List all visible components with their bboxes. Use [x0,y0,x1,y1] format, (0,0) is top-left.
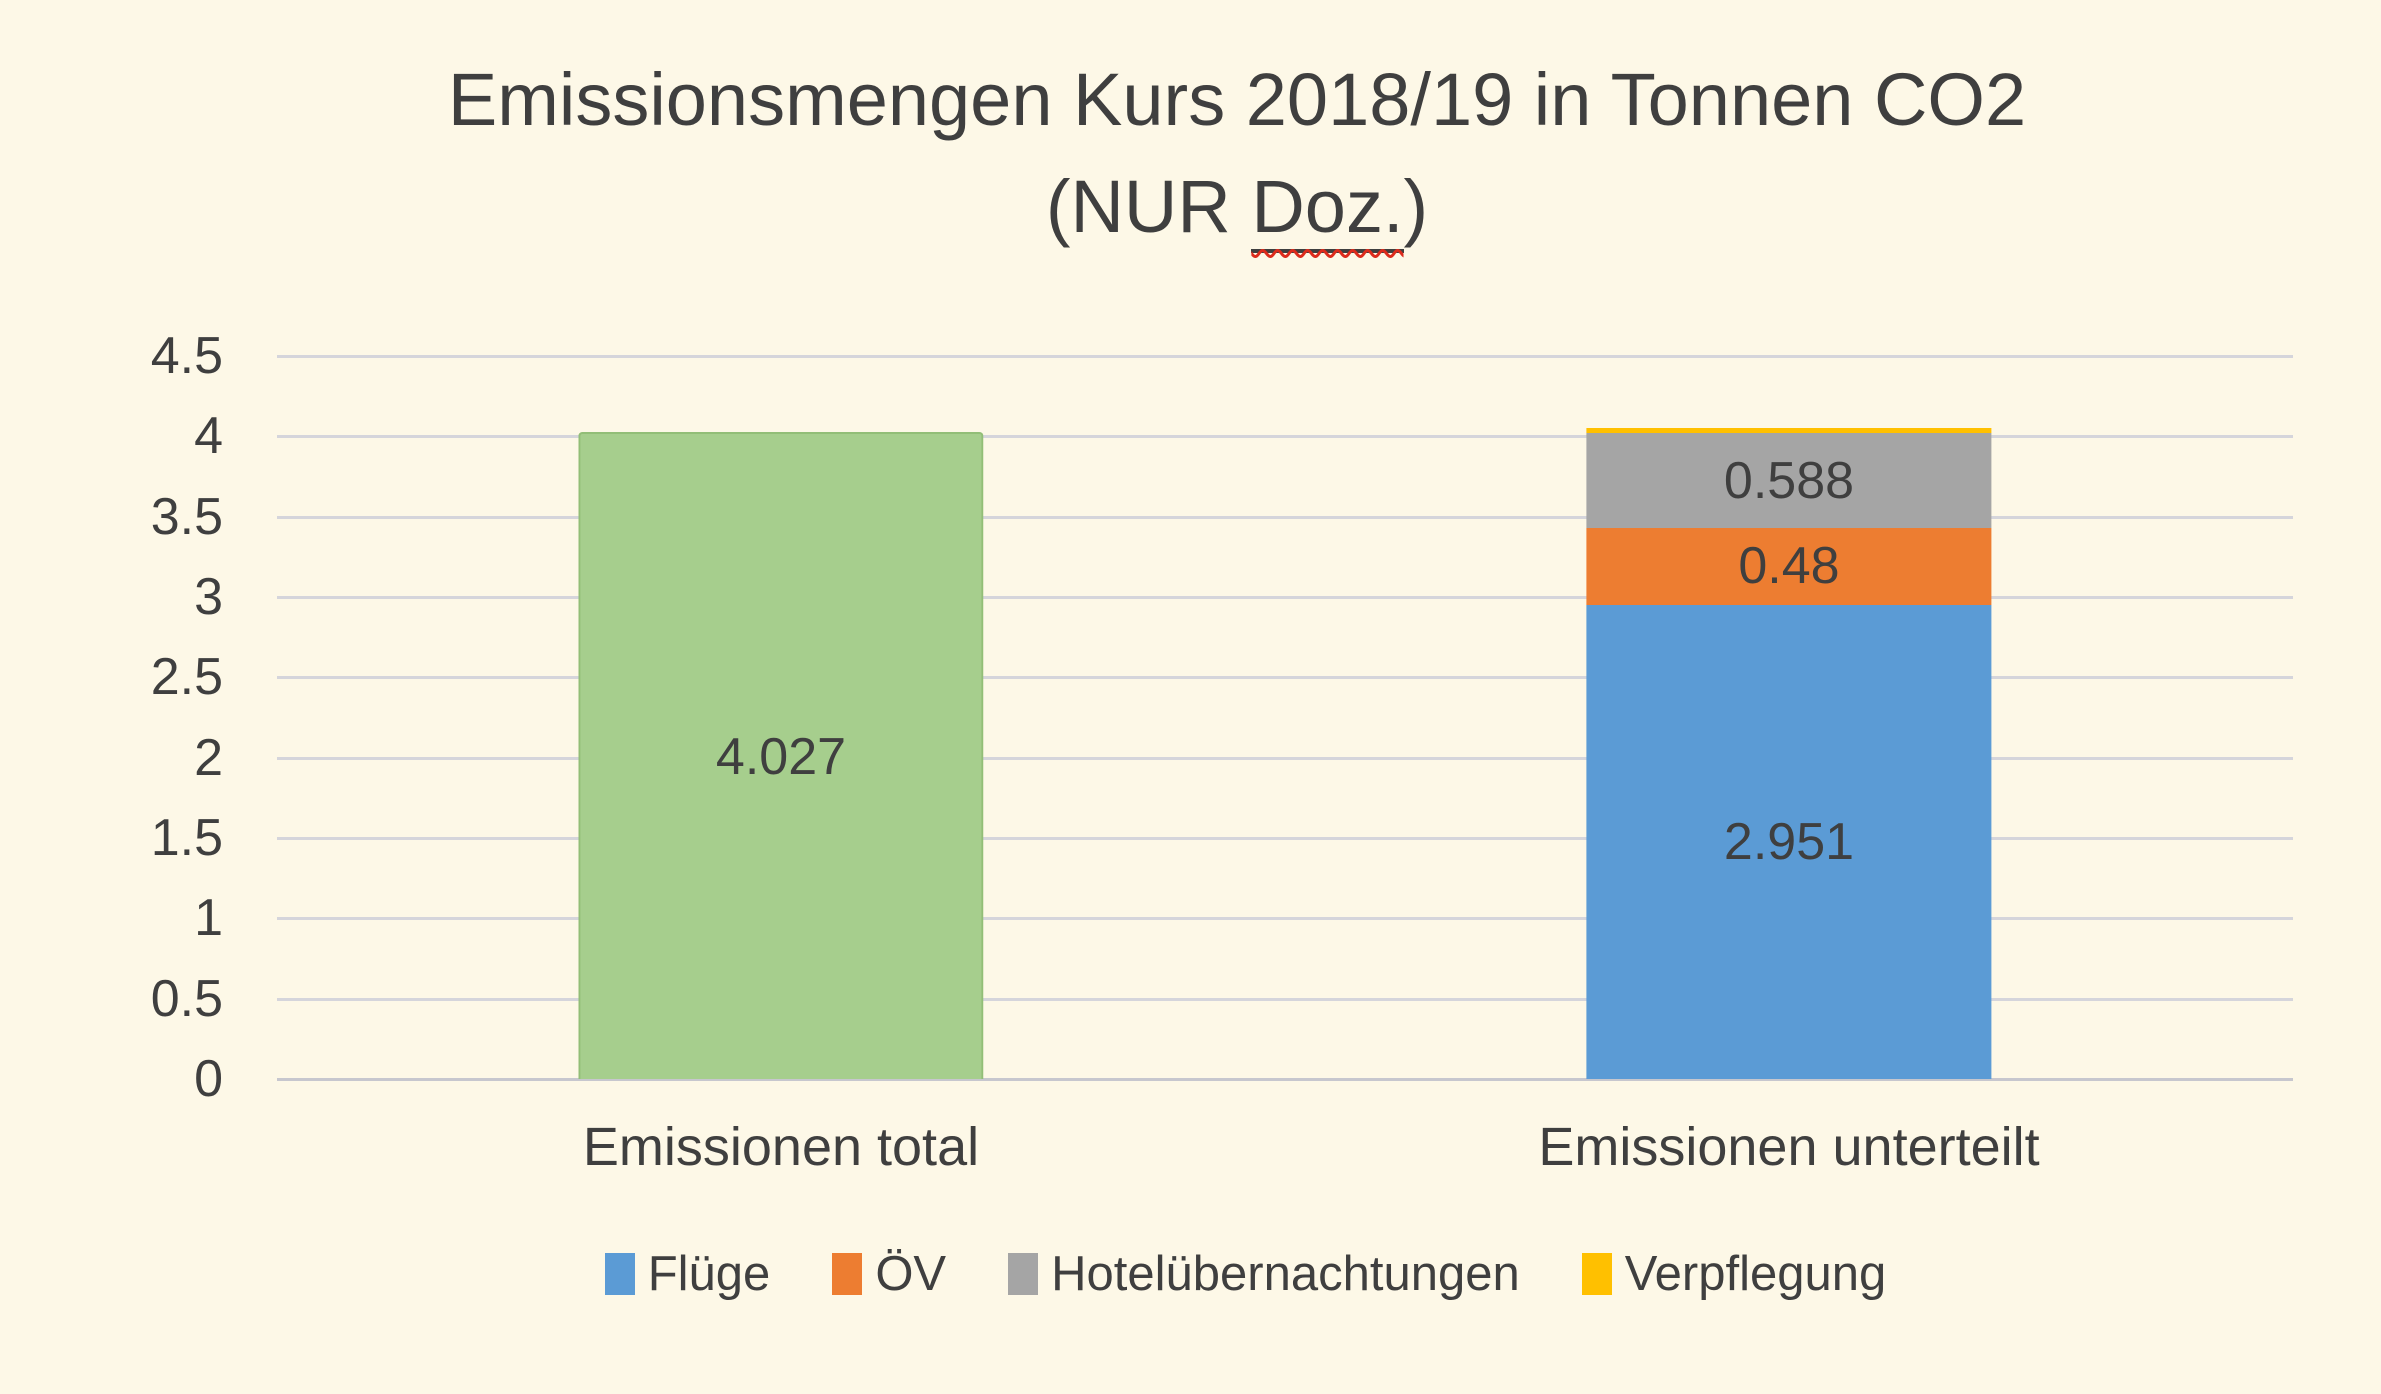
category-label-emissionen-total: Emissionen total [582,1117,980,1177]
chart-title-line2-prefix: (NUR [1045,165,1252,248]
y-axis-tick-label: 0.5 [150,969,223,1028]
legend-label: ÖV [875,1247,947,1301]
bar-emissionen-total: 4.027 [578,432,984,1079]
y-axis-tick-label: 0 [194,1050,223,1108]
gridline [277,997,2293,1001]
y-axis-tick-label: 3.5 [150,487,223,546]
data-label: 0.48 [1738,537,1840,596]
data-label: 0.588 [1723,451,1855,510]
legend-item-verpflegung: Verpflegung [1581,1246,1887,1302]
plot-area: 4.027 2.951 0.48 0.588 [277,355,2293,1081]
gridline [277,355,2293,358]
segment-fluege: 2.951 [1586,604,1992,1079]
legend-swatch-icon [1008,1253,1039,1295]
category-axis-labels: Emissionen total Emissionen unterteilt [277,1112,2293,1182]
gridline [277,837,2293,840]
gridline [277,676,2293,680]
gridline [277,435,2293,439]
legend: Flüge ÖV Hotelübernachtungen Verpflegung [110,1242,2381,1306]
legend-label: Verpflegung [1624,1247,1887,1301]
legend-label: Hotelübernachtungen [1051,1247,1520,1301]
legend-swatch-icon [832,1253,863,1295]
y-axis-tick-label: 2 [194,728,223,787]
legend-swatch-icon [1581,1253,1612,1295]
spellcheck-squiggle: Doz. [1251,165,1404,248]
legend-item-hoteluebernachtungen: Hotelübernachtungen [1008,1246,1520,1302]
segment-hoteluebernachtungen: 0.588 [1586,433,1992,528]
gridline [277,917,2293,921]
data-label: 2.951 [1723,812,1855,871]
x-axis-line [277,1078,2293,1081]
chart-title-line-1: Emissionsmengen Kurs 2018/19 in Tonnen C… [447,58,2027,141]
chart-title-line2-suffix: ) [1403,165,1429,248]
y-axis-tick-label: 4 [194,407,223,466]
y-axis-tick-label: 1 [194,889,223,948]
category-label-emissionen-unterteilt: Emissionen unterteilt [1538,1117,2040,1177]
y-axis-tick-label: 2.5 [150,648,223,707]
segment-emissionen-total: 4.027 [578,432,984,1079]
y-axis-tick-labels: 4.5 4 3.5 3 2.5 2 1.5 1 0.5 0 [0,327,223,1108]
data-label: 4.027 [715,727,847,786]
y-axis-tick-label: 1.5 [150,809,223,867]
gridline [277,756,2293,760]
segment-verpflegung [1586,428,1992,434]
chart-title-line-2: (NUR Doz.) [93,153,2381,260]
segment-oev: 0.48 [1586,527,1992,605]
legend-swatch-icon [604,1253,635,1295]
legend-item-oev: ÖV [832,1246,946,1302]
gridline [277,515,2293,519]
gridline [277,596,2293,599]
y-axis-tick-label: 4.5 [150,327,223,385]
legend-label: Flüge [647,1247,771,1301]
legend-item-fluege: Flüge [604,1246,771,1302]
chart-title: Emissionsmengen Kurs 2018/19 in Tonnen C… [93,46,2381,260]
bar-emissionen-unterteilt: 2.951 0.48 0.588 [1586,428,1992,1079]
y-axis-tick-label: 3 [194,568,223,626]
chart-title-doz-underlined: Doz. [1251,165,1404,253]
